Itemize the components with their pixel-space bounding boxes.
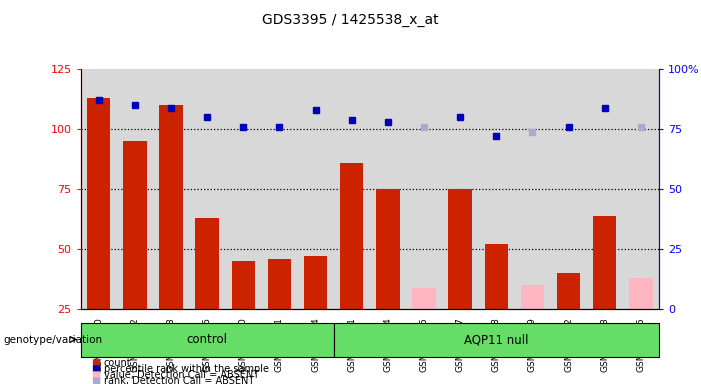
- Bar: [231, 261, 255, 309]
- Bar: [334, 323, 659, 357]
- Text: AQP11 null: AQP11 null: [464, 333, 529, 346]
- Bar: [593, 215, 616, 309]
- Text: ■: ■: [91, 364, 100, 374]
- Bar: [340, 163, 363, 309]
- Text: genotype/variation: genotype/variation: [4, 335, 102, 345]
- Bar: [376, 189, 400, 309]
- Bar: [81, 323, 334, 357]
- Bar: [268, 259, 291, 309]
- Bar: [123, 141, 147, 309]
- Text: control: control: [186, 333, 228, 346]
- Bar: [196, 218, 219, 309]
- Text: value, Detection Call = ABSENT: value, Detection Call = ABSENT: [104, 370, 259, 380]
- Text: count: count: [104, 358, 131, 368]
- Text: ■: ■: [91, 358, 100, 368]
- Bar: [629, 278, 653, 309]
- Text: rank, Detection Call = ABSENT: rank, Detection Call = ABSENT: [104, 376, 254, 384]
- Bar: [87, 98, 111, 309]
- Bar: [484, 244, 508, 309]
- Bar: [412, 288, 436, 309]
- Text: ■: ■: [91, 370, 100, 380]
- Text: ■: ■: [91, 376, 100, 384]
- Text: percentile rank within the sample: percentile rank within the sample: [104, 364, 268, 374]
- Bar: [304, 257, 327, 309]
- Bar: [521, 285, 544, 309]
- Text: GDS3395 / 1425538_x_at: GDS3395 / 1425538_x_at: [262, 13, 439, 27]
- Bar: [449, 189, 472, 309]
- Bar: [557, 273, 580, 309]
- Bar: [159, 105, 183, 309]
